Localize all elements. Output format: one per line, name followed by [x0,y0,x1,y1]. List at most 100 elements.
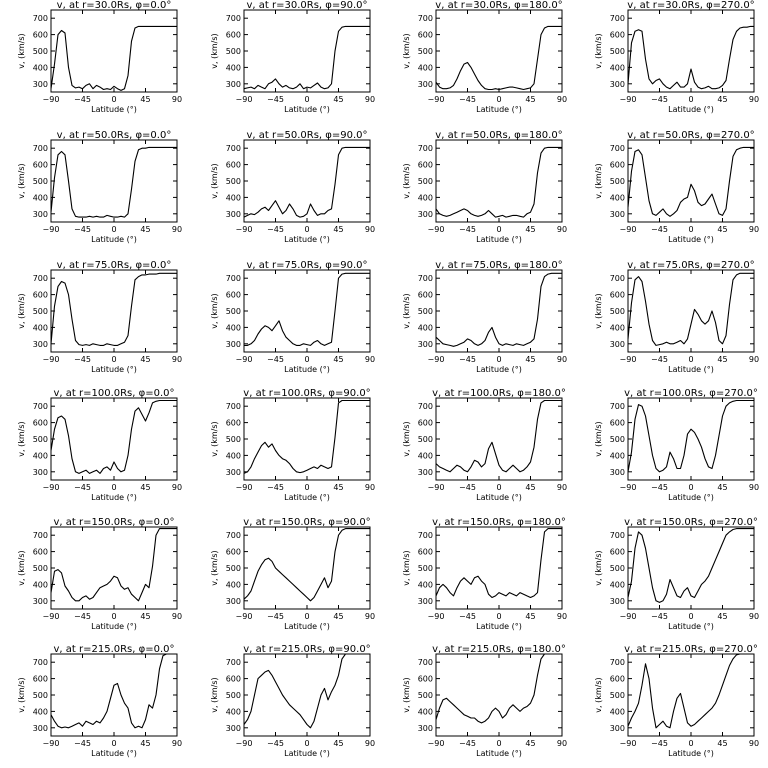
x-tick-label: −90 [428,95,445,104]
panel-12: v, at r=75.0Rs, φ=270.0° −90 −45 0 45 90 300 40… [594,260,759,374]
y-axis-label: v, (km/s) [594,33,603,68]
x-axis-label: Latitude (°) [284,105,330,114]
x-tick-label: 90 [172,225,182,234]
x-tick-label: 0 [496,739,501,748]
y-tick-label: 500 [610,47,625,56]
y-tick-label: 300 [226,468,241,477]
panel-19: v, at r=150.0Rs, φ=180.0° −90 −45 0 45 90 300 4… [402,517,567,631]
y-tick-label: 600 [33,291,48,300]
panel-title: v, at r=50.0Rs, φ=0.0° [57,130,172,141]
x-axis-label: Latitude (°) [284,493,330,502]
plot-frame [50,397,178,481]
y-tick-label: 400 [33,707,48,716]
x-tick-label: 90 [172,355,182,364]
y-axis-label: v, (km/s) [402,293,411,328]
x-tick-label: 90 [365,483,375,492]
series-line [627,25,754,90]
plot-frame [50,139,178,223]
x-tick-label: 90 [172,739,182,748]
y-tick-label: 300 [418,210,433,219]
x-tick-label: 0 [111,95,116,104]
panel-title: v, at r=75.0Rs, φ=90.0° [246,260,367,271]
x-tick-label: 0 [304,355,309,364]
x-axis-label: Latitude (°) [91,493,137,502]
x-tick-label: −90 [428,612,445,621]
y-tick-label: 700 [226,274,241,283]
x-axis-label: Latitude (°) [476,622,522,631]
panel-22: v, at r=215.0Rs, φ=90.0° −90 −45 0 45 90 300 40… [210,644,375,758]
y-axis-label: v, (km/s) [402,421,411,456]
panel-title: v, at r=100.0Rs, φ=270.0° [624,388,758,399]
x-tick-label: 0 [496,612,501,621]
y-tick-label: 700 [418,658,433,667]
x-tick-label: 0 [111,225,116,234]
panel-8: v, at r=50.0Rs, φ=270.0° −90 −45 0 45 90 300 40… [594,130,759,244]
y-axis-label: v, (km/s) [210,550,219,585]
y-tick-label: 600 [226,31,241,40]
panel-title: v, at r=30.0Rs, φ=270.0° [627,0,754,11]
x-axis-label: Latitude (°) [284,622,330,631]
plot-frame [50,653,178,737]
x-tick-label: 45 [140,739,150,748]
x-tick-label: −90 [620,483,637,492]
panel-16: v, at r=100.0Rs, φ=270.0° −90 −45 0 45 90 300 4… [594,388,759,502]
y-tick-label: 700 [610,658,625,667]
x-axis-label: Latitude (°) [284,365,330,374]
y-tick-label: 600 [33,161,48,170]
y-tick-label: 400 [226,451,241,460]
plot-frame [435,139,563,223]
x-tick-label: −45 [651,95,668,104]
x-tick-label: −90 [236,739,253,748]
panel-17: v, at r=150.0Rs, φ=0.0° −90 −45 0 45 90 300 400… [17,517,182,631]
y-tick-label: 300 [610,597,625,606]
y-tick-label: 600 [418,675,433,684]
x-tick-label: 90 [557,95,567,104]
x-tick-label: 0 [304,95,309,104]
y-tick-label: 600 [418,291,433,300]
series-line [50,25,177,91]
y-tick-label: 500 [33,177,48,186]
x-tick-label: −45 [651,483,668,492]
plot-frame [50,269,178,353]
y-tick-label: 600 [33,548,48,557]
x-axis-label: Latitude (°) [476,105,522,114]
panel-1: v, at r=30.0Rs, φ=0.0° −90 −45 0 45 90 300 400 5… [17,0,182,114]
x-axis-label: Latitude (°) [476,493,522,502]
panel-title: v, at r=30.0Rs, φ=180.0° [435,0,562,11]
y-tick-label: 700 [33,531,48,540]
x-tick-label: −90 [236,355,253,364]
x-tick-label: 90 [557,225,567,234]
x-tick-label: 0 [688,225,693,234]
series-line [243,528,370,602]
x-tick-label: −45 [267,483,284,492]
y-tick-label: 400 [418,580,433,589]
x-tick-label: 0 [111,739,116,748]
y-tick-label: 500 [418,564,433,573]
x-tick-label: −90 [43,355,60,364]
y-tick-label: 500 [33,564,48,573]
x-tick-label: 0 [496,355,501,364]
x-tick-label: −45 [651,355,668,364]
y-tick-label: 300 [610,210,625,219]
series-line [243,146,370,218]
y-tick-label: 600 [610,675,625,684]
panel-title: v, at r=215.0Rs, φ=270.0° [624,644,758,655]
panel-title: v, at r=30.0Rs, φ=90.0° [246,0,367,11]
x-tick-label: −90 [620,739,637,748]
y-tick-label: 500 [418,177,433,186]
panel-title: v, at r=50.0Rs, φ=90.0° [246,130,367,141]
y-tick-label: 500 [33,691,48,700]
y-axis-label: v, (km/s) [17,677,26,712]
x-tick-label: 45 [717,95,727,104]
y-tick-label: 700 [226,144,241,153]
panel-2: v, at r=30.0Rs, φ=90.0° −90 −45 0 45 90 300 400… [210,0,375,114]
y-tick-label: 700 [226,531,241,540]
plot-frame [627,397,755,481]
x-tick-label: 45 [140,355,150,364]
x-tick-label: 90 [749,355,759,364]
series-line [627,399,754,473]
panel-5: v, at r=50.0Rs, φ=0.0° −90 −45 0 45 90 300 400 5… [17,130,182,244]
x-tick-label: −45 [459,483,476,492]
y-tick-label: 500 [33,47,48,56]
x-tick-label: 0 [304,483,309,492]
